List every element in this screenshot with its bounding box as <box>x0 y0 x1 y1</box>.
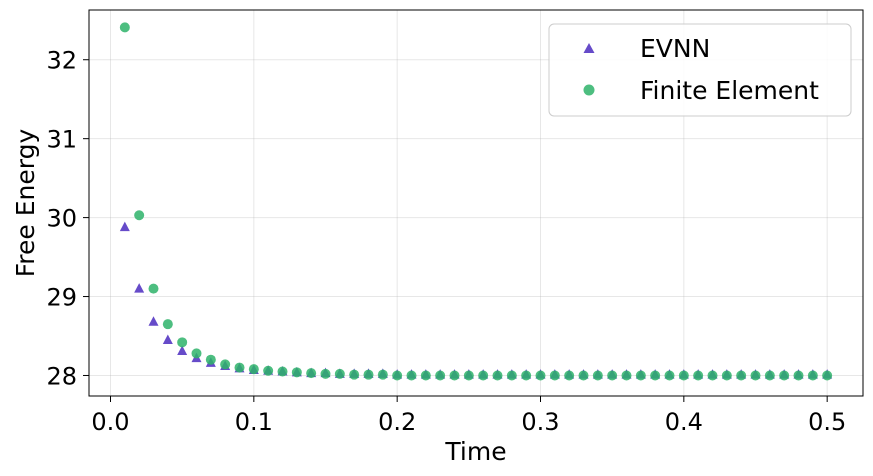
data-point-finite-element <box>793 370 804 381</box>
y-tick-label: 28 <box>46 362 77 390</box>
data-point-finite-element <box>134 210 145 221</box>
data-point-finite-element <box>578 370 589 381</box>
x-tick-label: 0.4 <box>665 408 703 436</box>
data-point-finite-element <box>392 370 403 381</box>
data-point-finite-element <box>220 359 231 370</box>
data-point-finite-element <box>721 370 732 381</box>
y-tick-label: 30 <box>46 205 77 233</box>
y-tick-label: 29 <box>46 284 77 312</box>
data-point-finite-element <box>320 368 331 379</box>
data-point-finite-element <box>650 370 661 381</box>
x-tick-label: 0.0 <box>91 408 129 436</box>
data-point-finite-element <box>449 370 460 381</box>
x-tick-label: 0.2 <box>378 408 416 436</box>
legend-label-evnn: EVNN <box>640 34 710 63</box>
data-point-finite-element <box>248 364 259 375</box>
data-point-finite-element <box>764 370 775 381</box>
data-point-finite-element <box>277 366 288 377</box>
data-point-finite-element <box>377 369 388 380</box>
data-point-finite-element <box>635 370 646 381</box>
data-point-finite-element <box>334 368 345 379</box>
data-point-finite-element <box>492 370 503 381</box>
data-point-evnn <box>134 283 145 293</box>
y-tick-label: 32 <box>46 47 77 75</box>
data-point-finite-element <box>664 370 675 381</box>
data-point-finite-element <box>779 370 790 381</box>
data-point-finite-element <box>306 368 317 379</box>
data-point-finite-element <box>234 362 245 373</box>
data-point-finite-element <box>592 370 603 381</box>
data-point-finite-element <box>678 370 689 381</box>
data-point-evnn <box>162 334 173 344</box>
data-point-evnn <box>177 345 188 356</box>
data-point-finite-element <box>693 370 704 381</box>
data-point-finite-element <box>463 370 474 381</box>
x-tick-label: 0.3 <box>521 408 559 436</box>
data-point-finite-element <box>535 370 546 381</box>
x-tick-label: 0.5 <box>808 408 846 436</box>
data-point-finite-element <box>435 370 446 381</box>
legend-label-finite-element: Finite Element <box>640 76 819 105</box>
data-point-finite-element <box>263 365 274 376</box>
data-point-finite-element <box>177 337 188 348</box>
y-tick-label: 31 <box>46 126 77 154</box>
data-point-finite-element <box>807 370 818 381</box>
data-marks <box>119 22 833 381</box>
plot-frame <box>88 9 864 397</box>
data-point-finite-element <box>822 370 833 381</box>
x-tick-label: 0.1 <box>235 408 273 436</box>
data-point-finite-element <box>420 370 431 381</box>
data-point-finite-element <box>549 370 560 381</box>
data-point-finite-element <box>162 319 173 330</box>
legend: EVNN Finite Element <box>548 23 852 117</box>
data-point-evnn <box>119 221 130 232</box>
data-point-finite-element <box>736 370 747 381</box>
data-point-finite-element <box>707 370 718 381</box>
data-point-finite-element <box>506 370 517 381</box>
legend-marker-evnn <box>583 43 595 53</box>
data-point-finite-element <box>119 22 130 33</box>
data-point-finite-element <box>478 370 489 381</box>
data-point-finite-element <box>750 370 761 381</box>
x-axis: 0.0 0.1 0.2 0.3 0.4 0.5 <box>91 396 846 436</box>
data-point-evnn <box>148 316 159 326</box>
legend-box <box>548 23 852 117</box>
data-point-finite-element <box>607 370 618 381</box>
data-point-finite-element <box>291 367 302 378</box>
data-point-finite-element <box>205 354 216 365</box>
data-point-finite-element <box>621 370 632 381</box>
data-point-finite-element <box>521 370 532 381</box>
data-point-finite-element <box>406 370 417 381</box>
data-point-finite-element <box>363 369 374 380</box>
data-point-finite-element <box>349 369 360 380</box>
y-axis-label: Free Energy <box>11 129 40 278</box>
data-point-finite-element <box>564 370 575 381</box>
data-point-finite-element <box>191 348 202 359</box>
y-axis: 28 29 30 31 32 <box>46 47 89 390</box>
data-point-finite-element <box>148 283 159 294</box>
x-axis-label: Time <box>444 437 506 466</box>
legend-marker-finite-element <box>583 84 595 96</box>
